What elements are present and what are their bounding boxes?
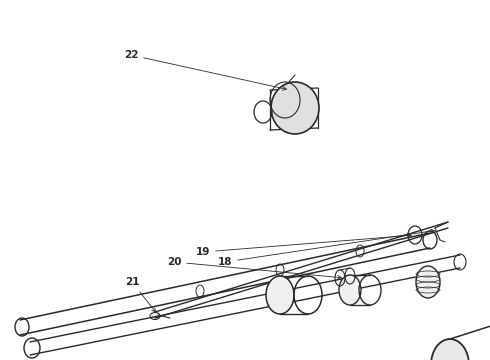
Text: 21: 21	[125, 277, 156, 312]
Ellipse shape	[271, 82, 319, 134]
Text: 20: 20	[167, 257, 342, 279]
Text: 22: 22	[124, 50, 286, 90]
Text: 18: 18	[218, 229, 434, 267]
Ellipse shape	[266, 276, 294, 314]
Ellipse shape	[431, 339, 469, 360]
Text: 19: 19	[196, 234, 411, 257]
Ellipse shape	[339, 275, 361, 305]
Ellipse shape	[416, 266, 440, 298]
